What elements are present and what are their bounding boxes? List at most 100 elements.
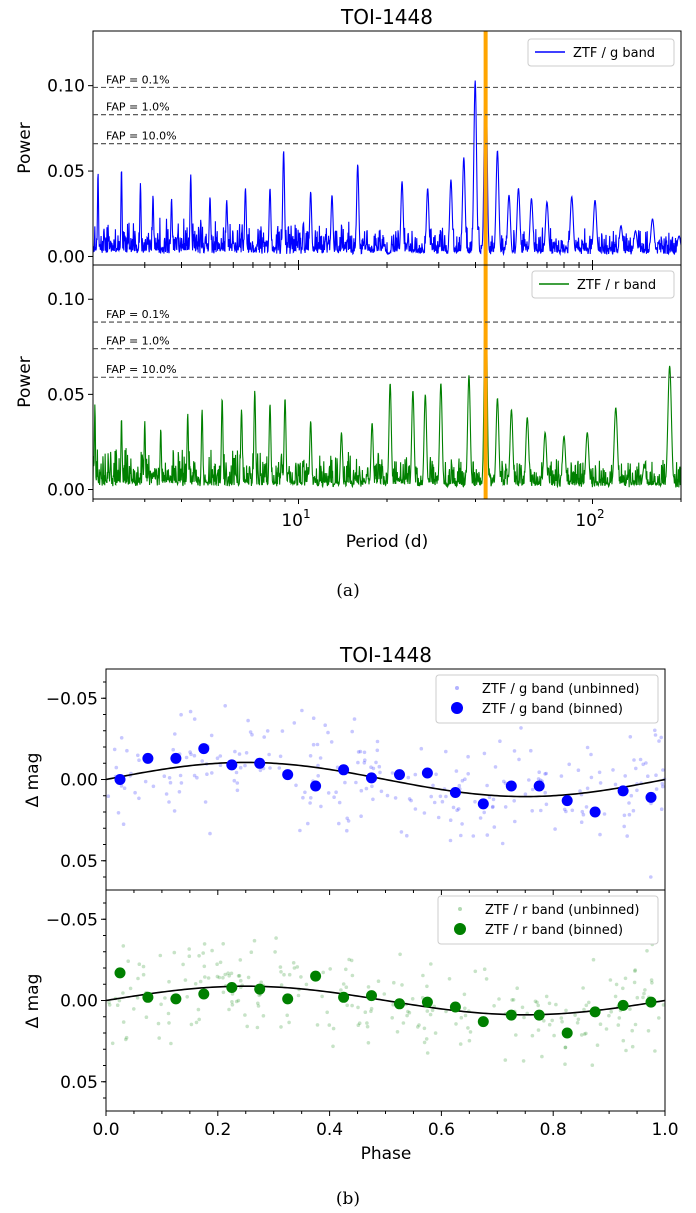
unbinned-point [409, 798, 413, 803]
unbinned-point [141, 964, 146, 969]
unbinned-point [646, 1029, 651, 1033]
unbinned-point [194, 1020, 199, 1025]
binned-point [338, 991, 350, 1003]
unbinned-point [642, 991, 646, 996]
unbinned-point [628, 735, 633, 739]
unbinned-point [124, 1037, 128, 1042]
unbinned-point [141, 972, 146, 977]
unbinned-point [432, 800, 437, 805]
unbinned-point [179, 712, 183, 717]
unbinned-point [613, 994, 618, 999]
unbinned-point [422, 1040, 427, 1045]
unbinned-point [354, 780, 358, 785]
unbinned-point [584, 1003, 589, 1008]
unbinned-point [540, 1054, 544, 1059]
unbinned-point [563, 1045, 568, 1050]
period-axis-labels: 101 102 Period (d) [281, 507, 604, 552]
unbinned-point [167, 979, 171, 984]
unbinned-point [425, 1051, 430, 1055]
unbinned-point [151, 784, 156, 789]
unbinned-point [356, 760, 360, 765]
unbinned-point [202, 964, 207, 969]
unbinned-point [399, 830, 404, 834]
unbinned-point [661, 784, 665, 789]
legend-marker-r-unbinned [458, 907, 462, 911]
unbinned-point [406, 775, 411, 780]
unbinned-point [536, 777, 541, 781]
unbinned-point [321, 970, 326, 975]
unbinned-point [217, 975, 222, 980]
binned-point [310, 780, 322, 792]
unbinned-point [278, 754, 283, 759]
unbinned-point [510, 998, 514, 1002]
unbinned-point [215, 974, 220, 979]
unbinned-point [379, 789, 384, 794]
binned-point [338, 764, 350, 776]
unbinned-point [136, 976, 140, 981]
unbinned-point [350, 973, 355, 978]
binned-point [170, 752, 182, 764]
unbinned-point [401, 1021, 406, 1025]
unbinned-point [536, 1028, 541, 1032]
ytick-label: 0.05 [47, 385, 85, 405]
unbinned-point [535, 1000, 539, 1005]
unbinned-point [630, 1028, 634, 1033]
unbinned-point [567, 762, 571, 767]
unbinned-point [255, 1001, 260, 1006]
unbinned-point [346, 819, 351, 823]
unbinned-point [416, 1025, 420, 1029]
unbinned-point [376, 979, 381, 983]
unbinned-point [121, 1020, 126, 1024]
unbinned-point [649, 978, 654, 982]
unbinned-point [511, 998, 516, 1002]
unbinned-point [654, 787, 659, 791]
unbinned-point [595, 1043, 600, 1047]
unbinned-point [378, 770, 382, 775]
unbinned-point [184, 755, 189, 760]
unbinned-point [608, 978, 613, 982]
unbinned-point [285, 1013, 290, 1018]
unbinned-point [503, 1058, 508, 1062]
unbinned-point [234, 770, 239, 775]
unbinned-point [227, 1007, 231, 1012]
unbinned-point [448, 838, 453, 843]
binned-point [254, 983, 266, 995]
unbinned-point [157, 1036, 161, 1040]
unbinned-point [438, 794, 443, 799]
unbinned-point [344, 985, 349, 989]
unbinned-point [638, 757, 643, 762]
caption-a: (a) [336, 581, 359, 601]
unbinned-point [482, 810, 487, 815]
xtick-label: 0.0 [92, 1120, 119, 1140]
unbinned-point [633, 1022, 638, 1027]
unbinned-point [169, 1041, 173, 1046]
unbinned-point [410, 997, 415, 1001]
unbinned-point [614, 982, 619, 987]
unbinned-point [611, 768, 615, 772]
unbinned-point [230, 992, 235, 996]
unbinned-point [121, 944, 126, 948]
unbinned-point [356, 1005, 360, 1010]
unbinned-point [110, 1041, 115, 1046]
unbinned-point [315, 742, 320, 747]
unbinned-point [172, 950, 177, 955]
unbinned-point [238, 765, 243, 770]
unbinned-point [573, 1013, 577, 1017]
unbinned-point [632, 758, 636, 762]
binned-point [421, 996, 433, 1008]
unbinned-point [395, 1030, 400, 1034]
ytick-label: 0.05 [60, 1073, 98, 1093]
unbinned-point [350, 729, 355, 734]
unbinned-point [344, 967, 348, 972]
unbinned-point [203, 800, 208, 804]
unbinned-point [334, 790, 338, 794]
unbinned-point [627, 801, 631, 805]
unbinned-point [487, 795, 492, 799]
unbinned-point [208, 831, 212, 836]
unbinned-point [112, 747, 117, 752]
unbinned-point [393, 796, 398, 800]
binned-point [198, 743, 210, 755]
unbinned-point [345, 1003, 350, 1008]
unbinned-point [584, 1031, 588, 1036]
unbinned-point [471, 834, 476, 838]
